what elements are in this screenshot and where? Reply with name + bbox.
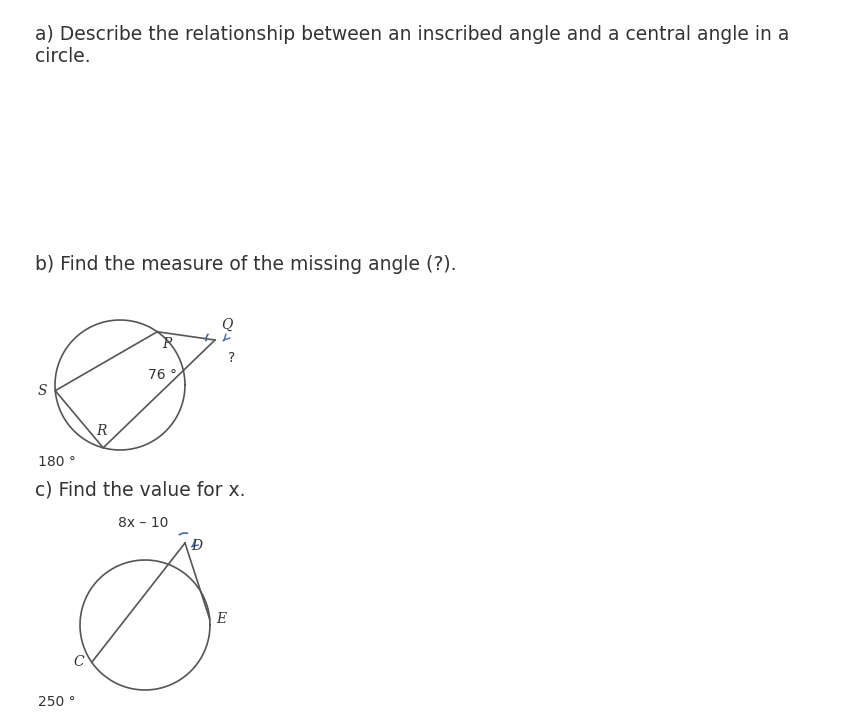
Text: D: D (191, 539, 202, 553)
Text: b) Find the measure of the missing angle (?).: b) Find the measure of the missing angle… (35, 255, 457, 274)
Text: 76 °: 76 ° (148, 368, 177, 382)
Text: E: E (216, 612, 226, 626)
Text: a) Describe the relationship between an inscribed angle and a central angle in a: a) Describe the relationship between an … (35, 25, 789, 66)
Text: ?: ? (228, 351, 235, 365)
Text: c) Find the value for x.: c) Find the value for x. (35, 480, 245, 499)
Text: 8x – 10: 8x – 10 (118, 516, 169, 530)
Text: R: R (96, 424, 106, 437)
Text: P: P (163, 337, 172, 351)
Text: 250 °: 250 ° (38, 695, 76, 709)
Text: S: S (38, 384, 47, 397)
Text: Q: Q (221, 318, 233, 332)
Text: C: C (73, 655, 83, 669)
Text: 180 °: 180 ° (38, 455, 76, 469)
